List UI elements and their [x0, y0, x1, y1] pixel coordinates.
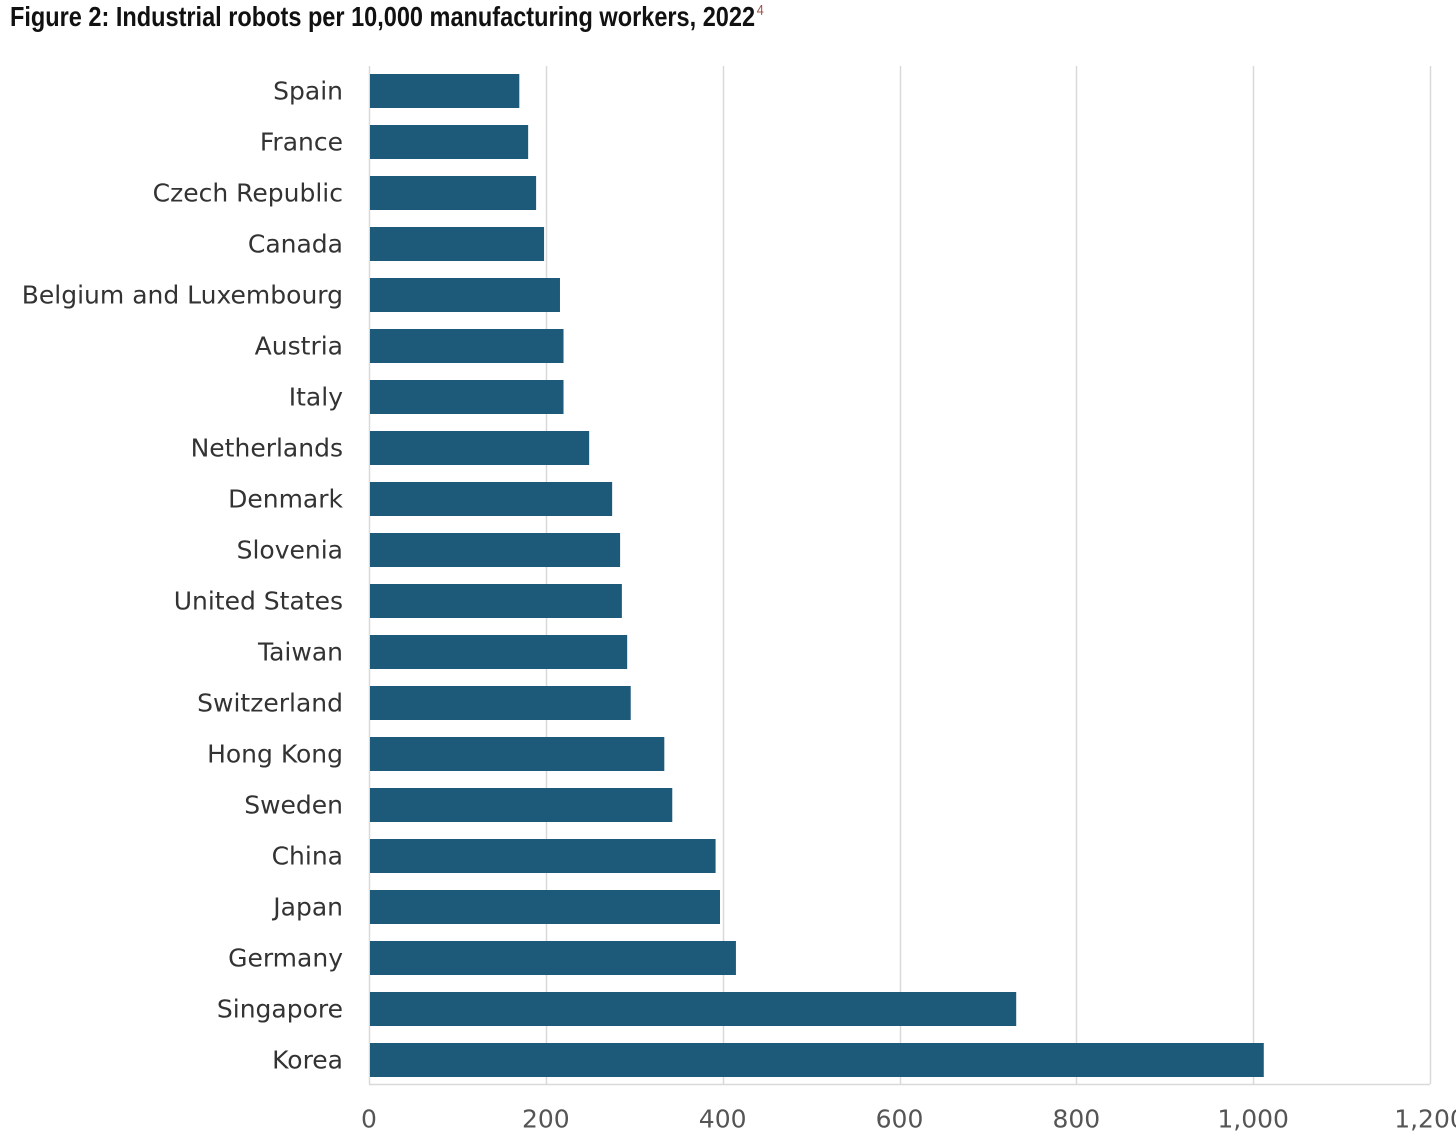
- bar: [370, 686, 631, 720]
- bar: [370, 176, 537, 210]
- bar: [370, 788, 673, 822]
- gridlines: [368, 66, 1432, 1086]
- category-label: United States: [174, 587, 343, 616]
- x-tick-label: 400: [699, 1105, 747, 1134]
- bar: [370, 635, 628, 669]
- category-label: Sweden: [244, 791, 343, 820]
- bar: [370, 839, 716, 873]
- bars: [370, 74, 1264, 1077]
- x-tick-label: 600: [876, 1105, 924, 1134]
- bar: [370, 992, 1017, 1026]
- category-label: Spain: [273, 77, 343, 106]
- category-labels: Spain France Czech Republic Canada Belgium a…: [22, 77, 344, 1075]
- category-label: Germany: [228, 944, 343, 973]
- bar: [370, 227, 545, 261]
- bar: [370, 941, 736, 975]
- bar: [370, 329, 564, 363]
- category-label: Czech Republic: [153, 179, 343, 208]
- bar: [370, 380, 564, 414]
- bar: [370, 1043, 1264, 1077]
- bar: [370, 125, 529, 159]
- bar: [370, 431, 590, 465]
- bar: [370, 890, 721, 924]
- bar: [370, 584, 622, 618]
- category-label: Canada: [248, 230, 343, 259]
- category-label: Italy: [289, 383, 343, 412]
- x-tick-label: 1,200: [1394, 1105, 1456, 1134]
- category-label: Hong Kong: [207, 740, 343, 769]
- bar: [370, 737, 665, 771]
- category-label: China: [272, 842, 343, 871]
- footnote-marker: 4: [756, 2, 764, 19]
- category-label: Netherlands: [191, 434, 343, 463]
- category-label: Taiwan: [257, 638, 343, 667]
- x-tick-label: 200: [522, 1105, 570, 1134]
- chart-title: Figure 2: Industrial robots per 10,000 m…: [10, 0, 764, 34]
- x-axis-tick-labels: 0 200 400 600 800 1,000 1,200: [361, 1105, 1456, 1134]
- category-label: Slovenia: [237, 536, 343, 565]
- bar: [370, 482, 613, 516]
- category-label: Belgium and Luxembourg: [22, 281, 343, 310]
- category-label: Switzerland: [197, 689, 343, 718]
- bar: [370, 74, 520, 108]
- category-label: Singapore: [217, 995, 343, 1024]
- chart-title-text: Figure 2: Industrial robots per 10,000 m…: [10, 1, 756, 32]
- x-tick-label: 800: [1052, 1105, 1100, 1134]
- category-label: Denmark: [228, 485, 343, 514]
- x-tick-label: 1,000: [1217, 1105, 1289, 1134]
- category-label: Japan: [271, 893, 343, 922]
- bar: [370, 278, 560, 312]
- category-label: Austria: [255, 332, 343, 361]
- bar: [370, 533, 621, 567]
- category-label: France: [260, 128, 343, 157]
- x-tick-label: 0: [361, 1105, 377, 1134]
- category-label: Korea: [272, 1046, 343, 1075]
